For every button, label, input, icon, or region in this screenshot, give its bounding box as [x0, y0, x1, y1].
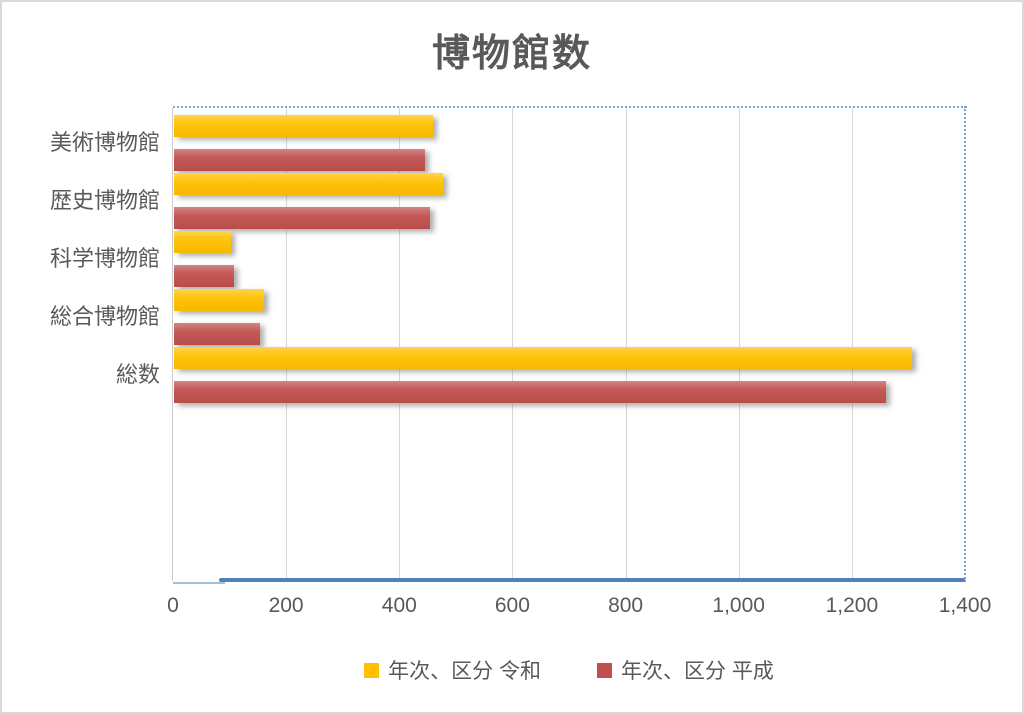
legend-label: 年次、区分 平成	[621, 660, 774, 683]
category-label: 総合博物館	[49, 304, 160, 329]
x-tick-label: 1,000	[712, 594, 765, 617]
bar-reiwa	[174, 347, 913, 369]
category-label: 歴史博物館	[49, 188, 160, 213]
value-axis-line	[219, 578, 965, 582]
x-tick-label: 1,200	[825, 594, 879, 617]
category-axis-line	[172, 108, 173, 581]
gridline	[512, 108, 514, 580]
bar-reiwa	[174, 173, 444, 195]
category-label: 総数	[115, 362, 160, 387]
bar-heisei	[174, 381, 886, 403]
legend-label: 年次、区分 令和	[388, 660, 541, 683]
chart-title: 博物館数	[431, 33, 592, 75]
bar-heisei	[174, 265, 234, 287]
plot-border-top	[173, 106, 967, 108]
gridline	[399, 108, 401, 580]
legend-swatch-icon	[597, 662, 612, 678]
bar-reiwa	[174, 115, 433, 137]
x-tick-label: 800	[608, 594, 644, 617]
bar-reiwa	[174, 289, 264, 311]
gridline	[625, 108, 627, 580]
bar-heisei	[174, 207, 430, 229]
bar-heisei	[174, 149, 425, 171]
gridline	[851, 108, 853, 580]
gridline	[286, 108, 288, 580]
x-tick-label: 1,400	[938, 594, 992, 617]
value-axis-line-light-segment	[173, 582, 225, 584]
gridline	[738, 108, 740, 580]
legend-item-heisei: 年次、区分 平成	[597, 655, 774, 685]
legend: 年次、区分 令和 年次、区分 平成	[173, 655, 965, 685]
x-tick-label: 400	[381, 594, 417, 617]
bar-reiwa	[174, 231, 231, 253]
x-tick-label: 600	[494, 594, 530, 617]
bar-heisei	[174, 323, 260, 345]
category-label: 美術博物館	[49, 130, 160, 155]
x-tick-label: 0	[167, 594, 179, 617]
category-label: 科学博物館	[49, 246, 160, 271]
plot-border-right	[964, 106, 966, 582]
x-tick-label: 200	[268, 594, 304, 617]
legend-item-reiwa: 年次、区分 令和	[364, 655, 541, 685]
legend-swatch-icon	[364, 662, 380, 678]
